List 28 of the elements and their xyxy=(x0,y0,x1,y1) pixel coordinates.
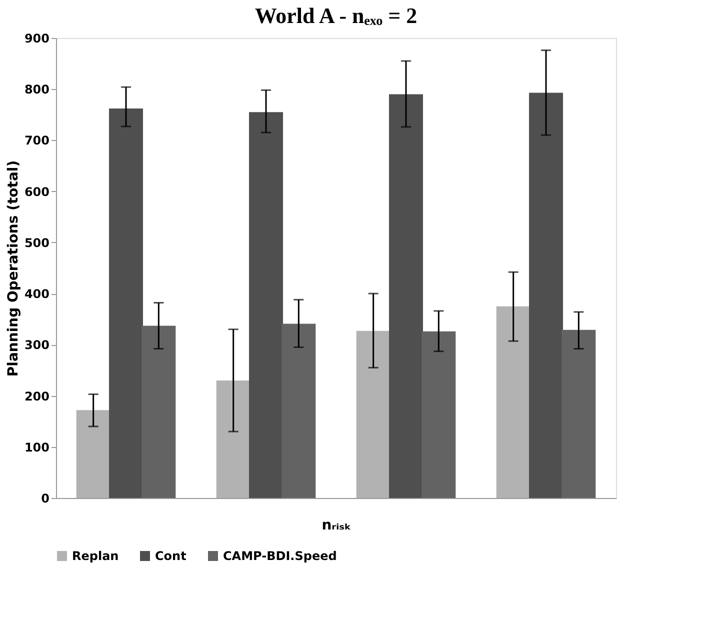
y-tick-label: 700 xyxy=(24,134,50,148)
legend-label: CAMP-BDI.Speed xyxy=(223,549,337,563)
y-tick-label: 400 xyxy=(24,287,50,302)
legend-label: Cont xyxy=(155,549,187,563)
bar xyxy=(496,306,530,498)
y-axis-title: Planning Operations (total) xyxy=(5,160,22,377)
y-tick-label: 800 xyxy=(24,82,50,97)
y-tick-label: 200 xyxy=(24,389,50,404)
bar xyxy=(422,331,456,498)
y-tick-label: 300 xyxy=(24,338,50,352)
bar xyxy=(249,112,283,498)
x-axis-title: nᵣᵢₛₖ xyxy=(322,518,352,534)
legend-label: Replan xyxy=(72,549,119,563)
bar xyxy=(216,380,250,498)
chart-title: World A - nₑₓₒ = 2 xyxy=(254,3,418,28)
bar xyxy=(562,330,596,498)
y-tick-label: 0 xyxy=(41,492,50,506)
y-tick-label: 100 xyxy=(24,440,50,454)
bar xyxy=(109,108,143,498)
y-tick-label: 900 xyxy=(24,32,50,46)
bar xyxy=(142,326,176,498)
bar xyxy=(389,94,423,498)
bar xyxy=(76,410,110,498)
bar xyxy=(356,330,390,498)
bar xyxy=(282,324,316,498)
y-tick-label: 500 xyxy=(24,236,50,250)
y-tick-label: 600 xyxy=(24,184,50,199)
bar xyxy=(529,92,563,498)
